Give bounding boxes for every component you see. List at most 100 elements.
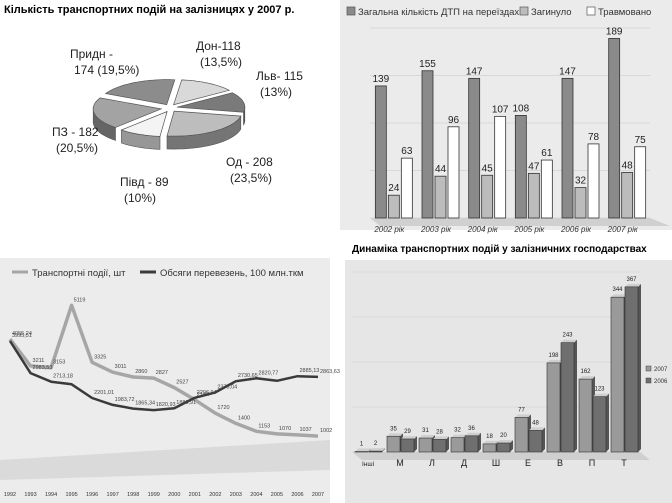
bottom-bar-side-1-0 xyxy=(382,448,385,452)
pie-label-Од: Од - 208 xyxy=(226,155,273,169)
bottom-bar-value-0-2: 31 xyxy=(422,428,429,434)
top-bar-0-5 xyxy=(608,38,621,219)
bottom-bar-top-1-2 xyxy=(433,436,449,440)
line-point-label-0-15: 1002 xyxy=(320,428,332,434)
line-point-label-1-15: 2863,63 xyxy=(320,369,340,375)
pie-slice-Дон xyxy=(173,79,231,106)
top-bar-value-2-4: 78 xyxy=(588,132,600,143)
bottom-bar-side-1-1 xyxy=(414,435,417,452)
bottom-bar-top-1-3 xyxy=(465,432,481,436)
pie-label-pct-Льв: (13%) xyxy=(260,85,292,99)
bottom-bar-value-1-7: 123 xyxy=(594,387,605,393)
line-point-label-0-4: 3325 xyxy=(94,354,106,360)
bottom-category-4: Ш xyxy=(492,458,500,468)
bottom-chart-title: Динаміка транспортних подій у залізнични… xyxy=(352,244,647,255)
line-point-label-0-11: 1400 xyxy=(238,415,250,421)
top-bar-value-1-0: 24 xyxy=(388,183,400,194)
top-bar-value-1-3: 47 xyxy=(528,161,540,172)
line-x-tick-0: 1992 xyxy=(4,492,16,498)
pie-label-ПЗ: ПЗ - 182 xyxy=(52,125,99,139)
bottom-legend-label-1: 2006 xyxy=(654,379,668,385)
bottom-bar-1-0 xyxy=(368,450,383,453)
bottom-bar-value-0-4: 18 xyxy=(486,434,493,440)
bottom-bar-top-0-7 xyxy=(579,376,595,380)
line-legend-label-1: Обсяги перевезень, 100 млн.ткм xyxy=(160,268,304,279)
top-bar-0-3 xyxy=(514,115,527,219)
bottom-category-6: В xyxy=(557,458,563,468)
top-category-3: 2005 рік xyxy=(513,225,545,234)
bottom-category-2: Л xyxy=(429,458,435,468)
bottom-bar-top-0-4 xyxy=(483,440,499,444)
bottom-bar-side-1-6 xyxy=(574,339,577,452)
bottom-bar-side-1-7 xyxy=(606,393,609,452)
legend-label-1: Загинуло xyxy=(531,7,572,18)
pie-slice-Півд xyxy=(120,110,168,137)
bottom-bar-value-1-5: 48 xyxy=(532,420,539,426)
bottom-bar-0-4 xyxy=(482,443,497,453)
bottom-bar-value-1-4: 20 xyxy=(500,433,507,439)
pie-chart-body: Дон-118 (13,5%) Льв- 115 (13%) Од - 208 (23,5… xyxy=(52,39,303,205)
line-point-label-1-1: 2983,53 xyxy=(33,365,53,371)
bottom-bar-1-5 xyxy=(528,430,543,453)
legend-swatch-1 xyxy=(519,6,529,16)
bottom-bar-0-6 xyxy=(546,362,561,453)
bottom-bar-value-1-0: 2 xyxy=(374,441,378,447)
bottom-bar-side-1-3 xyxy=(478,432,481,452)
top-category-5: 2007 рік xyxy=(607,225,639,234)
bottom-bar-value-0-5: 77 xyxy=(518,407,525,413)
legend-swatch-2 xyxy=(586,6,596,16)
top-bar-0-1 xyxy=(421,70,434,219)
bottom-bar-value-0-7: 162 xyxy=(580,369,591,375)
line-point-label-0-1: 3211 xyxy=(33,358,45,364)
line-point-label-1-0: 3995,51 xyxy=(12,333,32,339)
bottom-bar-top-1-8 xyxy=(625,283,641,287)
top-bar-1-0 xyxy=(387,194,400,219)
line-x-tick-13: 2005 xyxy=(271,492,283,498)
line-point-label-0-0: 4055,24 xyxy=(12,331,32,337)
top-bar-value-2-1: 96 xyxy=(448,115,460,126)
line-point-label-1-4: 2201,01 xyxy=(94,390,114,396)
bottom-bar-value-0-3: 32 xyxy=(454,428,461,434)
line-point-label-0-5: 3011 xyxy=(115,364,127,370)
bottom-bar-0-2 xyxy=(418,437,433,453)
top-bar-value-2-3: 61 xyxy=(541,148,553,159)
line-point-label-0-13: 1070 xyxy=(279,426,291,432)
bottom-bar-value-1-8: 367 xyxy=(626,277,637,283)
pie-label-Льв: Льв- 115 xyxy=(256,69,303,83)
top-bar-2-3 xyxy=(540,159,553,219)
line-x-tick-5: 1997 xyxy=(107,492,119,498)
bottom-bar-top-0-2 xyxy=(419,435,435,439)
top-bar-value-1-4: 32 xyxy=(575,176,587,187)
bottom-bar-1-7 xyxy=(592,396,607,453)
top-bar-1-5 xyxy=(621,171,634,219)
bottom-bar-chart-panel: Динаміка транспортних подій у залізнични… xyxy=(345,244,672,503)
top-bar-value-1-2: 45 xyxy=(482,163,494,174)
top-chart-floor xyxy=(370,218,670,226)
bottom-bar-1-1 xyxy=(400,438,415,453)
line-x-tick-15: 2007 xyxy=(312,492,324,498)
top-bar-2-0 xyxy=(400,157,413,219)
line-point-label-0-2: 3153 xyxy=(53,360,65,366)
bottom-bar-top-1-5 xyxy=(529,427,545,431)
line-series-0 xyxy=(8,303,319,438)
bottom-bar-top-0-8 xyxy=(611,294,627,298)
line-point-label-1-6: 1865,34 xyxy=(135,401,155,407)
top-bar-0-2 xyxy=(468,77,481,219)
top-bar-0-0 xyxy=(374,85,387,219)
legend-swatch-0 xyxy=(346,6,356,16)
bottom-bar-top-1-1 xyxy=(401,435,417,439)
bottom-legend-swatch-0 xyxy=(645,365,652,372)
line-legend-label-0: Транспортні події, шт xyxy=(32,268,126,279)
top-bar-value-0-0: 139 xyxy=(372,74,389,85)
line-chart-body: Транспортні події, шт Обсяги перевезень, … xyxy=(0,268,340,498)
legend-label-0: Загальна кількість ДТП на переїздах xyxy=(358,7,519,18)
bottom-bar-0-8 xyxy=(610,296,625,453)
line-point-label-0-7: 2827 xyxy=(156,370,168,376)
line-x-tick-3: 1995 xyxy=(65,492,77,498)
bottom-bar-value-1-3: 36 xyxy=(468,426,475,432)
top-bar-chart-panel: Загальна кількість ДТП на переїздах Загин… xyxy=(340,0,672,234)
pie-label-pct-Од: (23,5%) xyxy=(230,171,272,185)
pie-slice-Придн xyxy=(104,79,176,105)
bottom-bar-value-1-2: 28 xyxy=(436,429,443,435)
line-point-label-1-11: 2730,65 xyxy=(238,373,258,379)
